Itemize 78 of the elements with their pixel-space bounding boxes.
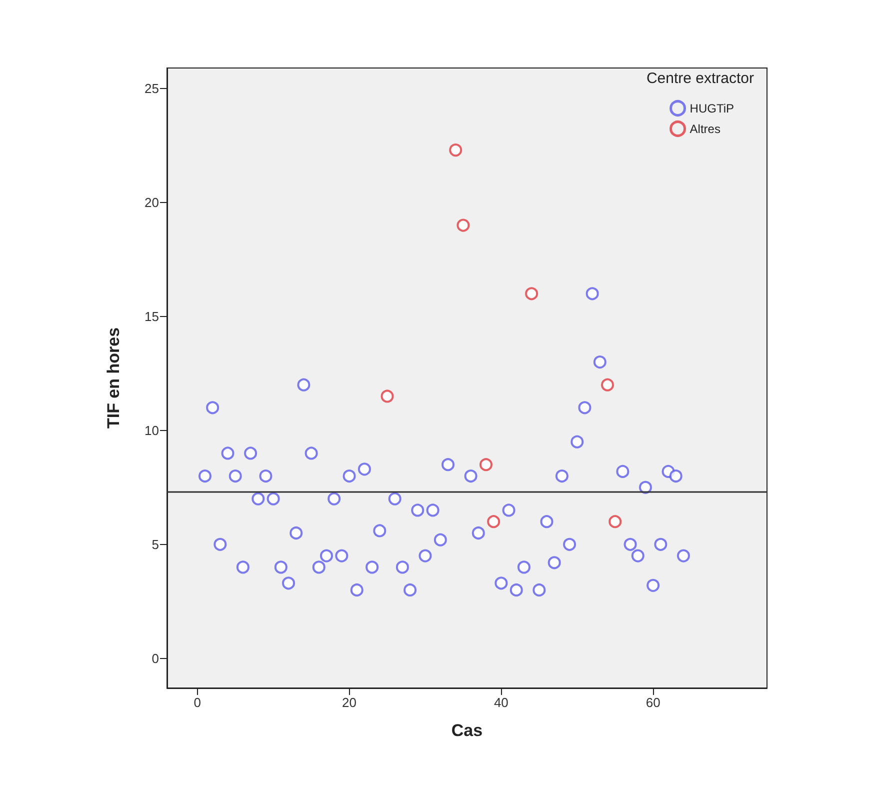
point: [586, 287, 599, 300]
point: [608, 515, 622, 528]
point: [578, 401, 592, 414]
point: [252, 492, 265, 506]
point: [297, 378, 310, 392]
point: [282, 576, 296, 590]
y-tick-label: 10: [144, 422, 159, 438]
point: [236, 560, 250, 574]
point: [380, 390, 394, 403]
point: [388, 492, 402, 506]
point: [198, 470, 212, 483]
point: [434, 533, 447, 546]
point: [532, 583, 546, 596]
point: [601, 378, 614, 392]
point: [669, 470, 682, 483]
point: [616, 464, 630, 478]
point: [502, 504, 516, 517]
point: [540, 515, 554, 528]
point: [342, 470, 356, 483]
point: [312, 560, 326, 574]
point: [320, 549, 333, 562]
point: [464, 470, 478, 483]
point: [304, 446, 318, 460]
point: [404, 583, 417, 596]
point: [517, 560, 530, 574]
point: [638, 480, 652, 494]
x-tick-label: 40: [494, 695, 508, 710]
point: [570, 435, 584, 448]
point: [290, 526, 303, 540]
y-tick-label: 15: [144, 308, 159, 324]
point: [449, 144, 462, 157]
point: [555, 470, 568, 483]
x-tick-label: 0: [194, 695, 201, 710]
y-tick-label: 25: [144, 81, 159, 96]
point: [525, 287, 538, 300]
point: [563, 538, 576, 551]
point: [244, 446, 258, 460]
point: [366, 560, 379, 574]
point: [426, 504, 440, 517]
x-axis-title: Cas: [451, 721, 483, 740]
point: [510, 583, 523, 596]
legend-title: Centre extractor: [646, 70, 754, 87]
point: [480, 458, 492, 472]
point: [274, 560, 288, 574]
point: [350, 583, 364, 596]
point: [593, 356, 606, 369]
point: [228, 470, 242, 483]
point: [266, 492, 280, 506]
point: [358, 462, 371, 476]
point: [624, 538, 637, 551]
point: [259, 470, 272, 483]
point: [418, 549, 432, 562]
x-tick-label: 60: [646, 695, 660, 710]
point: [411, 504, 424, 517]
point: [654, 538, 668, 551]
point: [373, 524, 386, 538]
point: [328, 492, 341, 506]
point: [548, 556, 561, 570]
legend-label: Altres: [690, 122, 720, 136]
point: [335, 549, 348, 562]
point: [456, 218, 470, 232]
point: [221, 446, 234, 460]
point: [646, 578, 660, 592]
point: [396, 560, 409, 574]
point: [214, 538, 227, 551]
point: [494, 576, 508, 590]
point: [206, 401, 220, 414]
y-tick-label: 5: [152, 536, 159, 552]
y-tick-label: 0: [152, 650, 159, 666]
x-tick-label: 20: [342, 695, 357, 710]
point: [442, 458, 455, 472]
point: [472, 526, 485, 540]
point: [631, 549, 644, 562]
y-tick-label: 20: [144, 194, 159, 210]
y-axis-title: TIF en hores: [104, 327, 123, 429]
legend-label: HUGTiP: [690, 101, 734, 116]
point: [676, 549, 690, 562]
point: [487, 515, 500, 528]
